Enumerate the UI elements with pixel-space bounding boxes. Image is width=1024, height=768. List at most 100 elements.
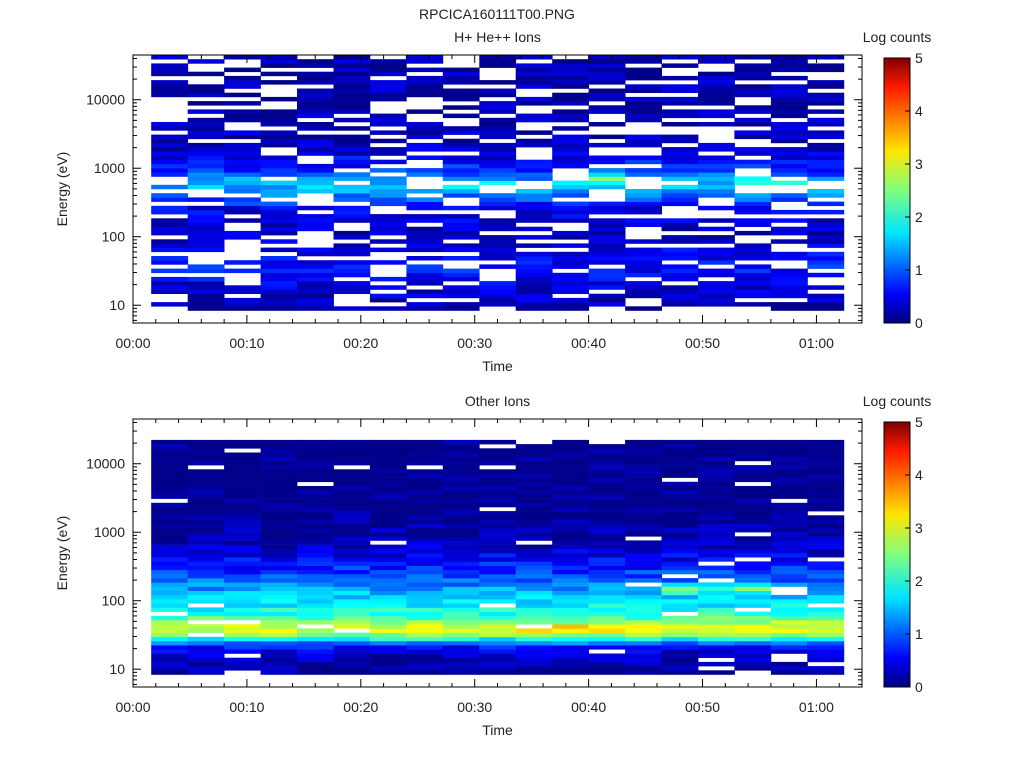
- heatmap-cell: [260, 222, 298, 227]
- heatmap-cell: [479, 92, 517, 98]
- heatmap-cell: [151, 239, 189, 244]
- heatmap-cell: [406, 599, 444, 604]
- heatmap-cell: [260, 71, 298, 77]
- heatmap-cell: [661, 444, 699, 449]
- heatmap-cell: [698, 615, 735, 621]
- heatmap-cell: [333, 163, 371, 169]
- heatmap-cell: [187, 582, 225, 587]
- heatmap-cell: [698, 84, 735, 89]
- heatmap-cell: [770, 519, 808, 524]
- heatmap-cell: [297, 285, 334, 290]
- heatmap-cell: [151, 122, 189, 127]
- heatmap-cell: [187, 557, 225, 562]
- heatmap-cell: [151, 138, 189, 144]
- heatmap-cell: [588, 452, 626, 457]
- heatmap-cell: [187, 452, 225, 457]
- heatmap-cell: [187, 477, 225, 483]
- heatmap-cell: [661, 138, 699, 144]
- heatmap-cell: [297, 645, 334, 650]
- heatmap-cell: [552, 209, 589, 215]
- heatmap-cell: [552, 230, 589, 236]
- heatmap-cell: [588, 532, 626, 537]
- heatmap-cell: [661, 548, 699, 554]
- heatmap-cell: [260, 502, 298, 508]
- heatmap-cell: [552, 80, 589, 85]
- heatmap-cell: [661, 456, 699, 462]
- heatmap-cell: [625, 218, 662, 223]
- heatmap-cell: [588, 628, 626, 633]
- heatmap-cell: [187, 306, 225, 311]
- heatmap-cell: [442, 636, 480, 642]
- heatmap-cell: [442, 561, 480, 566]
- heatmap-cell: [224, 201, 261, 207]
- heatmap-cell: [297, 168, 334, 173]
- heatmap-cell: [734, 456, 772, 462]
- heatmap-cell: [698, 159, 735, 165]
- heatmap-cell: [588, 653, 626, 658]
- heatmap-cell: [734, 268, 772, 274]
- heatmap-cell: [406, 88, 444, 93]
- y-tick-label: 10000: [86, 456, 125, 472]
- heatmap-cell: [625, 88, 662, 93]
- heatmap-cell: [661, 469, 699, 474]
- heatmap-cell: [515, 218, 553, 223]
- heatmap-cell: [625, 527, 662, 533]
- heatmap-cell: [479, 582, 517, 587]
- heatmap-cell: [734, 640, 772, 646]
- x-tick-label: 01:00: [799, 335, 834, 351]
- heatmap-cell: [297, 147, 334, 152]
- heatmap-cell: [734, 151, 772, 156]
- heatmap-cell: [552, 193, 589, 198]
- heatmap-cell: [734, 130, 772, 135]
- heatmap-cell: [369, 628, 407, 633]
- heatmap-cell: [625, 289, 662, 294]
- heatmap-cell: [406, 172, 444, 177]
- heatmap-cell: [588, 599, 626, 604]
- heatmap-cell: [224, 155, 261, 160]
- heatmap-cell: [698, 649, 735, 654]
- heatmap-cell: [406, 553, 444, 558]
- panel-1: 00:00 00:10 00:20 00:30 00:40 00:50 01:0010100…: [54, 29, 931, 374]
- heatmap-cell: [515, 460, 553, 466]
- heatmap-cell: [333, 657, 371, 663]
- heatmap-cell: [588, 67, 626, 73]
- heatmap-cell: [297, 205, 334, 211]
- heatmap-cell: [770, 101, 808, 106]
- heatmap-cell: [260, 666, 298, 671]
- heatmap-cell: [260, 636, 298, 642]
- heatmap-cell: [588, 293, 626, 299]
- heatmap-cell: [625, 256, 662, 261]
- heatmap-cell: [224, 184, 261, 190]
- heatmap-cell: [807, 306, 845, 311]
- heatmap-cell: [661, 527, 699, 533]
- heatmap-cell: [260, 302, 298, 307]
- heatmap-cell: [807, 193, 845, 198]
- heatmap-cell: [297, 268, 334, 274]
- heatmap-cell: [187, 155, 225, 160]
- heatmap-cell: [625, 490, 662, 495]
- heatmap-cell: [625, 523, 662, 529]
- heatmap-cell: [588, 515, 626, 520]
- heatmap-cell: [625, 515, 662, 520]
- heatmap-cell: [369, 657, 407, 663]
- heatmap-cell: [260, 180, 298, 186]
- heatmap-cell: [661, 264, 699, 269]
- heatmap-cell: [442, 670, 480, 675]
- heatmap-cell: [625, 96, 662, 102]
- heatmap-cell: [479, 151, 517, 156]
- heatmap-cell: [770, 63, 808, 68]
- heatmap-cell: [151, 159, 189, 165]
- heatmap-cell: [661, 235, 699, 240]
- heatmap-cell: [224, 444, 261, 449]
- heatmap-cell: [515, 481, 553, 487]
- heatmap-cell: [661, 63, 699, 68]
- heatmap-cell: [224, 172, 261, 177]
- heatmap-cell: [698, 536, 735, 541]
- heatmap-cell: [625, 666, 662, 671]
- heatmap-cell: [625, 172, 662, 177]
- heatmap-cell: [442, 469, 480, 474]
- heatmap-cell: [442, 272, 480, 278]
- heatmap-cell: [734, 75, 772, 81]
- heatmap-cell: [479, 628, 517, 633]
- heatmap-cell: [479, 264, 517, 269]
